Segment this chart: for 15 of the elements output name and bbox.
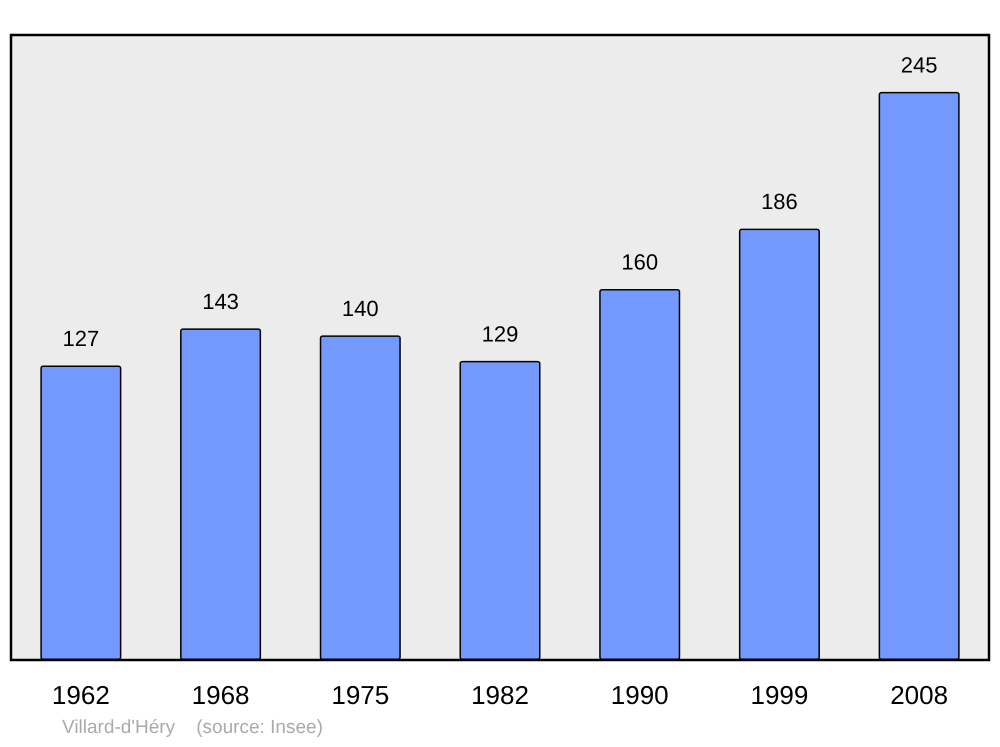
- data-label: 140: [342, 296, 379, 321]
- text: Villard-d'Héry (source: Insee): [62, 717, 323, 738]
- x-tick-label: 1962: [52, 680, 110, 710]
- x-tick-label: 1982: [471, 680, 529, 710]
- x-tick-label: 1975: [331, 680, 390, 710]
- data-label: 186: [761, 189, 798, 214]
- data-label: 160: [621, 249, 658, 274]
- x-tick-label: 2008: [890, 680, 948, 710]
- data-label: 143: [202, 288, 239, 314]
- x-tick-label: 1990: [610, 680, 669, 710]
- data-label: 129: [482, 321, 518, 346]
- data-label: 127: [62, 326, 100, 351]
- data-label: 245: [900, 52, 938, 78]
- x-tick-label: 1968: [192, 680, 250, 710]
- x-tick-label: 1999: [750, 680, 808, 710]
